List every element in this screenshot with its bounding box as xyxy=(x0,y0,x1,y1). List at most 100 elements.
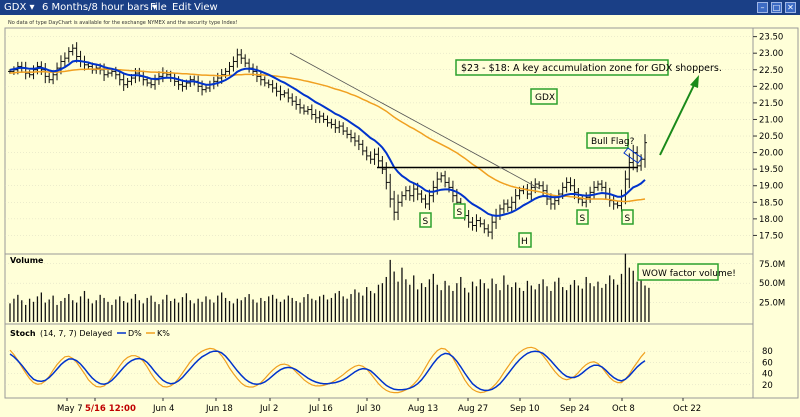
price-bar xyxy=(121,73,126,91)
price-bar xyxy=(356,135,361,151)
maximize-icon[interactable]: □ xyxy=(771,2,782,13)
price-bar xyxy=(278,85,283,101)
price-bar xyxy=(301,104,306,115)
price-bar xyxy=(411,182,416,202)
price-bar xyxy=(262,76,267,87)
menu-file[interactable]: File xyxy=(150,2,167,13)
price-bar xyxy=(70,44,75,56)
volume-y-axis: 25.0M 50.0M 75.0M xyxy=(759,260,785,309)
price-bar xyxy=(270,80,275,93)
price-bar xyxy=(74,42,79,63)
price-bar xyxy=(47,73,52,84)
shoulder-label-2: S xyxy=(457,208,463,218)
stoch-title: Stoch xyxy=(10,329,36,338)
price-bar xyxy=(392,190,397,221)
legend-k-label: K% xyxy=(157,329,170,338)
symbol-label: GDX xyxy=(4,2,27,13)
price-bar xyxy=(623,170,628,205)
wow-box xyxy=(637,263,719,281)
price-bar xyxy=(427,189,432,211)
price-tick-label: 17.50 xyxy=(759,231,783,241)
price-bar xyxy=(231,56,236,72)
price-tick-label: 21.50 xyxy=(759,99,783,109)
price-bar xyxy=(572,178,577,200)
price-bar xyxy=(474,214,479,232)
price-bar xyxy=(372,148,377,165)
x-tick-label: Sep 24 xyxy=(560,404,590,414)
price-bar xyxy=(423,194,428,209)
price-bar xyxy=(141,70,146,86)
price-bar xyxy=(317,110,322,124)
stoch-tick-label: 20 xyxy=(762,381,773,391)
price-bar xyxy=(149,79,154,89)
price-bar xyxy=(337,120,342,134)
price-bar xyxy=(505,199,510,212)
price-bar xyxy=(595,180,600,191)
x-tick-label: Aug 13 xyxy=(408,404,438,414)
x-tick-label: Aug 27 xyxy=(458,404,488,414)
price-bar xyxy=(235,48,240,68)
ma-fast-line xyxy=(9,59,646,217)
price-bar xyxy=(43,63,48,84)
chart-canvas: No data of type DayChart is available fo… xyxy=(4,20,799,414)
volume-tick-label: 50.0M xyxy=(759,279,785,289)
head-box xyxy=(518,232,532,248)
price-bar xyxy=(78,50,83,68)
price-bar xyxy=(513,188,518,210)
price-bar xyxy=(615,201,620,209)
x-tick-label: Jul 30 xyxy=(356,404,381,414)
price-bar xyxy=(478,217,483,228)
bull-flag-box xyxy=(586,132,629,149)
price-bar xyxy=(325,115,330,127)
price-bar xyxy=(207,80,212,92)
price-bar xyxy=(82,55,87,71)
price-bar xyxy=(380,156,385,175)
stoch-tick-label: 80 xyxy=(762,347,773,357)
x-tick-label: May 7 xyxy=(57,404,83,414)
price-bar xyxy=(66,47,71,63)
menu-edit[interactable]: Edit xyxy=(172,2,192,13)
wow-label: WOW factor volume! xyxy=(642,269,736,279)
price-bar xyxy=(286,88,291,103)
price-tick-label: 18.50 xyxy=(759,198,783,208)
price-bar xyxy=(643,134,647,168)
symbol-dropdown[interactable]: GDX ▾ xyxy=(4,0,35,15)
price-bar xyxy=(376,147,381,168)
price-tick-label: 23.50 xyxy=(759,33,783,43)
price-bar xyxy=(345,127,350,139)
stoch-tick-label: 40 xyxy=(762,370,773,380)
timeframe-dropdown[interactable]: 6 Months/8 hour bars ▾ xyxy=(42,0,157,15)
price-bar xyxy=(407,185,412,201)
price-bar xyxy=(254,65,259,83)
price-bar xyxy=(486,224,491,237)
price-bar xyxy=(525,183,530,200)
price-bar xyxy=(360,139,365,156)
arrow-up-right-icon xyxy=(659,82,696,156)
price-bar xyxy=(466,209,471,228)
title-bar: GDX ▾ 6 Months/8 hour bars ▾ File Edit V… xyxy=(0,0,800,15)
x-tick-label: Jul 16 xyxy=(308,404,333,414)
price-tick-label: 20.50 xyxy=(759,132,783,142)
price-bar xyxy=(290,93,295,106)
minimize-icon[interactable]: – xyxy=(757,2,768,13)
price-bar xyxy=(305,106,310,115)
price-bar xyxy=(153,74,158,90)
dropdown-arrow-icon: ▾ xyxy=(29,2,35,13)
price-y-axis: 17.50 18.00 18.50 19.00 19.50 20.00 20.50 21.00… xyxy=(753,33,783,241)
timeframe-label: 6 Months/8 hour bars xyxy=(42,2,149,13)
close-icon[interactable]: ✕ xyxy=(785,2,796,13)
price-bar xyxy=(258,70,263,86)
legend-d-label: D% xyxy=(128,329,142,338)
price-bar xyxy=(537,181,542,189)
x-axis: May 7 5/16 12:00 Jun 4 Jun 18 Jul 2 Jul 16 Jul… xyxy=(57,398,701,414)
stoch-panel xyxy=(4,323,754,399)
zone-annotation-box xyxy=(455,59,669,76)
ticker-box xyxy=(530,88,558,105)
x-tick-label: Jul 2 xyxy=(259,404,278,414)
price-tick-label: 18.00 xyxy=(759,215,783,225)
price-bar xyxy=(27,70,32,78)
ticker-label: GDX xyxy=(535,93,555,103)
price-bar xyxy=(313,109,318,123)
menu-view[interactable]: View xyxy=(194,2,218,13)
